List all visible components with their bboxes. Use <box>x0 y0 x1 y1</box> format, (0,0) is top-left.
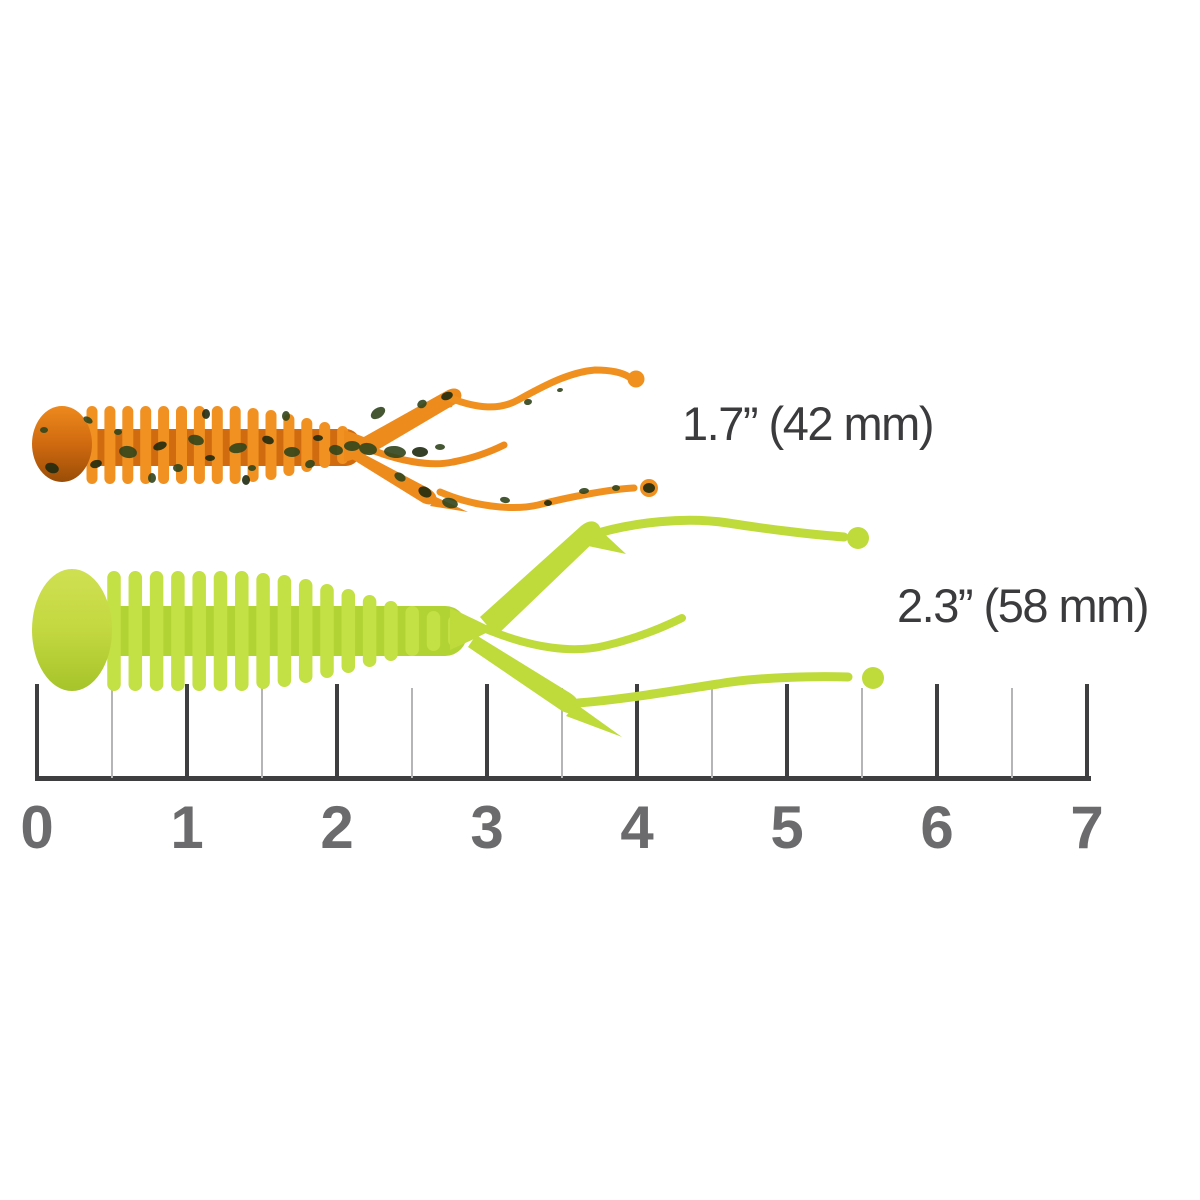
ruler-tick-minor <box>861 688 863 778</box>
ruler-baseline <box>35 776 1091 781</box>
ruler-tick-minor <box>261 688 263 778</box>
ruler-tick-major <box>485 684 489 778</box>
ruler-number: 0 <box>20 794 54 861</box>
green-lure-size-label: 2.3” (58 mm) <box>897 579 1150 632</box>
ruler-tick-major <box>335 684 339 778</box>
orange-lure-size-label: 1.7” (42 mm) <box>682 397 935 450</box>
ruler-number: 2 <box>320 794 354 861</box>
ruler-tick-major <box>35 684 39 778</box>
ruler-number: 5 <box>770 794 804 861</box>
ruler-number: 4 <box>620 794 654 861</box>
ruler-number: 3 <box>470 794 504 861</box>
ruler-tick-minor <box>711 688 713 778</box>
ruler-tick-minor <box>1011 688 1013 778</box>
ruler-number: 6 <box>920 794 954 861</box>
ruler-tick-major <box>185 684 189 778</box>
ruler-number: 1 <box>170 794 204 861</box>
ruler-tick-major <box>635 684 639 778</box>
ruler-tick-minor <box>561 688 563 778</box>
ruler-tick-minor <box>111 688 113 778</box>
ruler-tick-major <box>935 684 939 778</box>
ruler-number: 7 <box>1070 794 1104 861</box>
ruler-tick-minor <box>411 688 413 778</box>
ruler-tick-major <box>785 684 789 778</box>
ruler-tick-major <box>1085 684 1089 778</box>
